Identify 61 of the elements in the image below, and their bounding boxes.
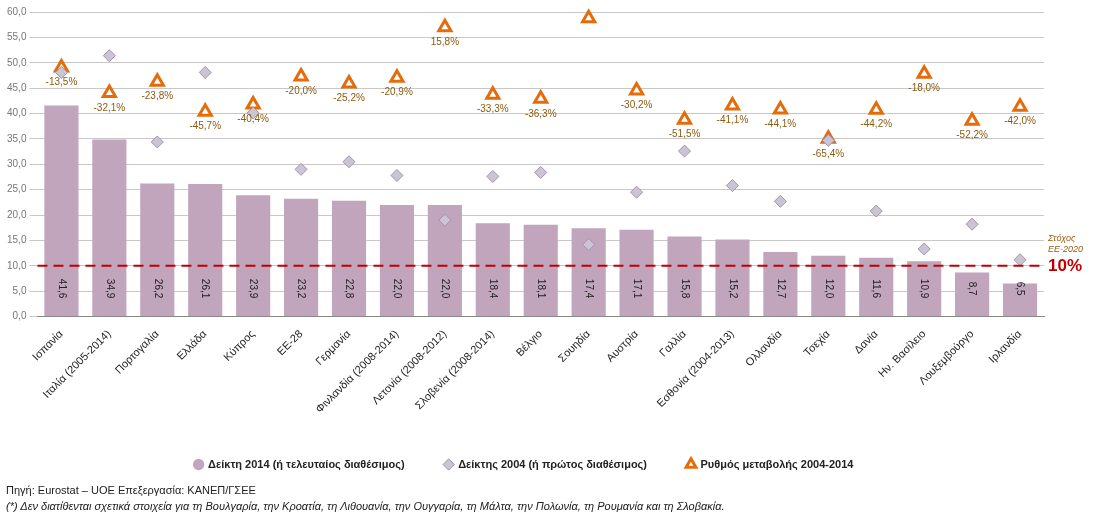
legend-label: Ρυθμός μεταβολής 2004-2014 [700, 457, 855, 471]
y-tick-label: 0,0 [12, 310, 27, 322]
data-label: 23,9 [248, 278, 260, 299]
data-label: 6,5 [1015, 281, 1027, 296]
y-tick-label: 15,0 [6, 234, 27, 246]
data-label: -30,2% [620, 99, 653, 111]
data-label: 12,0 [823, 278, 835, 299]
data-label: 8,7 [967, 281, 979, 296]
data-label: 17,1 [631, 278, 643, 299]
data-label: 22,0 [392, 278, 404, 299]
data-label: -52,2% [956, 129, 989, 141]
y-tick-label: 50,0 [6, 56, 27, 68]
data-label: -20,9% [381, 86, 413, 98]
data-label: 26,1 [200, 278, 212, 299]
data-label: -45,7% [189, 120, 222, 132]
data-label: 17,4 [583, 278, 595, 299]
text: (*) Δεν διατίθενται σχετικά στοιχεία για τη Βουλγαρία, την Κροατία, τη Λιθουανία, την Ουγγαρία, τη Μάλτα, την Πολωνία, τη Ρουμανία και τη Σλοβακία. [6, 499, 725, 514]
data-label: 34,9 [104, 278, 116, 299]
data-label: -20,0% [285, 85, 318, 97]
y-tick-label: 55,0 [6, 31, 27, 43]
data-label: -32,1% [93, 101, 126, 113]
legend-label: Δείκτη 2014 (ή τελευταίος διαθέσιμος) [208, 457, 406, 471]
data-label: -44,1% [764, 118, 797, 130]
y-tick-label: 10,0 [6, 259, 27, 271]
data-label: 12,7 [775, 278, 787, 299]
y-tick-label: 35,0 [6, 132, 27, 144]
ref-line-label: 10% [1048, 255, 1083, 275]
data-label: -13,5% [45, 76, 78, 88]
legend-label: Δείκτης 2004 (ή πρώτος διαθέσιμος) [458, 457, 648, 471]
data-label: 15,8 [679, 278, 691, 299]
y-tick-label: 30,0 [6, 158, 27, 170]
data-label: -42,0% [1004, 115, 1036, 127]
y-tick-label: 5,0 [12, 284, 27, 296]
data-label: -44,2% [860, 118, 893, 130]
data-label: -65,4% [812, 147, 845, 159]
data-label: 10,9 [919, 278, 931, 299]
data-label: -36,3% [524, 107, 557, 119]
data-label: -33,3% [476, 103, 509, 115]
y-tick-label: 20,0 [6, 208, 27, 220]
data-label: -41,1% [716, 114, 749, 126]
text: Πηγή: Eurostat – UOE Επεξεργασία: ΚΑΝΕΠ/ΓΣΕΕ [6, 483, 257, 498]
data-label: 18,1 [535, 278, 547, 299]
data-label: 15,8% [430, 36, 460, 48]
data-label: 18,4 [488, 278, 500, 299]
y-tick-label: 45,0 [6, 81, 27, 93]
data-label: 22,8 [344, 278, 356, 299]
data-label: -18,0% [908, 82, 941, 94]
data-label: -25,2% [333, 92, 365, 104]
text: Στόχος ΕΕ-2020 [1047, 232, 1084, 254]
data-label: -40,4% [237, 113, 270, 125]
data-label: 41,6 [56, 278, 68, 299]
y-tick-label: 40,0 [6, 107, 27, 119]
data-label: 11,6 [871, 279, 883, 299]
data-label: -51,5% [668, 128, 701, 140]
y-tick-label: 60,0 [6, 5, 27, 17]
y-tick-label: 25,0 [6, 183, 27, 195]
data-label: 26,2 [152, 278, 164, 299]
data-label: 15,2 [727, 278, 739, 299]
data-label: 22,0 [440, 278, 452, 299]
data-label: -23,8% [141, 90, 174, 102]
data-label: 23,2 [296, 278, 308, 299]
